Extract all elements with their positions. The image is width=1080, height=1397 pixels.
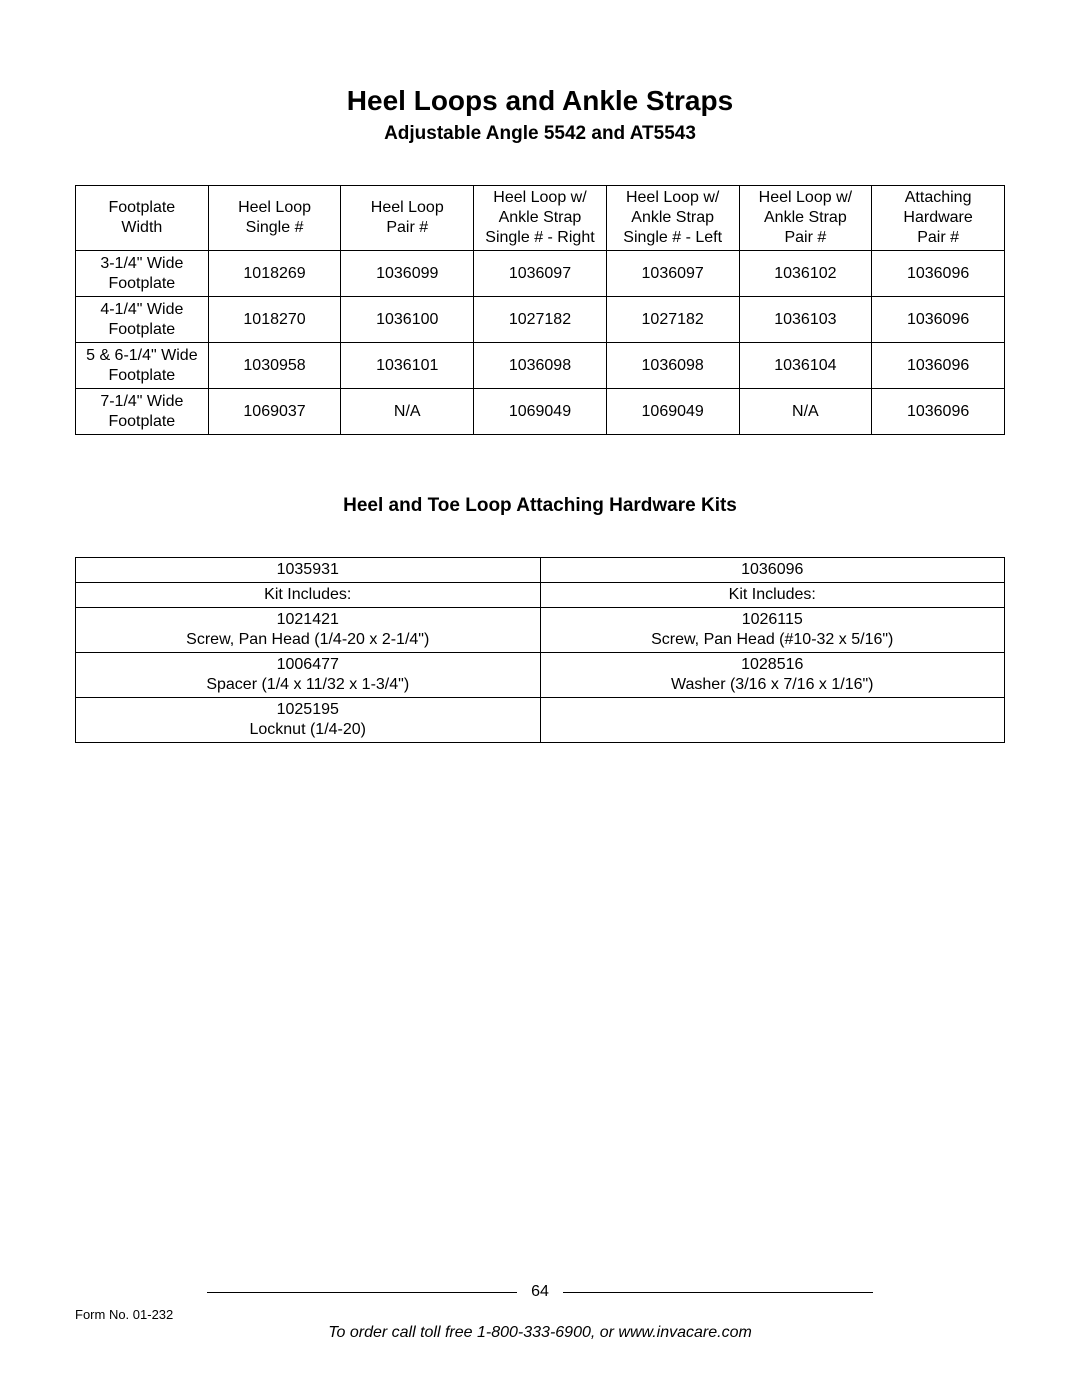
table-cell: 1069049 [474,389,607,435]
table-cell: 3-1/4" WideFootplate [76,251,209,297]
parts-table-2: 10359311036096Kit Includes:Kit Includes:… [75,557,1005,743]
table-cell [540,698,1005,743]
table-cell: 1030958 [208,343,341,389]
table-cell: 1069037 [208,389,341,435]
table-header-cell: Heel Loop w/Ankle StrapSingle # - Right [474,186,607,251]
section-2-title: Heel and Toe Loop Attaching Hardware Kit… [75,495,1005,517]
table-cell: 1036096 [872,251,1005,297]
table-cell: 1027182 [606,297,739,343]
table-cell: 1036101 [341,343,474,389]
table-cell: 1036098 [474,343,607,389]
table-cell: 1036096 [872,389,1005,435]
footer-rule: 64 [75,1283,1005,1301]
table-cell: 1036099 [341,251,474,297]
table-header-cell: FootplateWidth [76,186,209,251]
table-cell: 1025195Locknut (1/4-20) [76,698,541,743]
table-header-cell: Heel LoopPair # [341,186,474,251]
table-cell: Kit Includes: [540,583,1005,608]
footer-line-right [563,1292,873,1293]
table-header-cell: AttachingHardwarePair # [872,186,1005,251]
page-subtitle: Adjustable Angle 5542 and AT5543 [75,123,1005,145]
page: Heel Loops and Ankle Straps Adjustable A… [0,0,1080,1397]
table-row: 1006477Spacer (1/4 x 11/32 x 1-3/4")1028… [76,653,1005,698]
page-title: Heel Loops and Ankle Straps [75,85,1005,117]
table-cell: 1028516Washer (3/16 x 7/16 x 1/16") [540,653,1005,698]
table-cell: 1036096 [872,343,1005,389]
table-cell: 1069049 [606,389,739,435]
page-number: 64 [531,1283,549,1301]
table-cell: 5 & 6-1/4" WideFootplate [76,343,209,389]
table-cell: 1036102 [739,251,872,297]
table-row: 4-1/4" WideFootplate10182701036100102718… [76,297,1005,343]
table-header-cell: Heel Loop w/Ankle StrapPair # [739,186,872,251]
form-number: Form No. 01-232 [75,1307,1005,1322]
table-header-cell: Heel Loop w/Ankle StrapSingle # - Left [606,186,739,251]
table-row: 1025195Locknut (1/4-20) [76,698,1005,743]
table-row: 5 & 6-1/4" WideFootplate1030958103610110… [76,343,1005,389]
table-cell: N/A [739,389,872,435]
table-cell: Kit Includes: [76,583,541,608]
footer-line-left [207,1292,517,1293]
table-cell: 1036103 [739,297,872,343]
table-cell: 1006477Spacer (1/4 x 11/32 x 1-3/4") [76,653,541,698]
table-cell: 1036098 [606,343,739,389]
table-row: Kit Includes:Kit Includes: [76,583,1005,608]
table-cell: 1035931 [76,558,541,583]
table-cell: 1018270 [208,297,341,343]
table-row: 10359311036096 [76,558,1005,583]
table-cell: 1036097 [474,251,607,297]
table-cell: 1036097 [606,251,739,297]
table-row: 1021421Screw, Pan Head (1/4-20 x 2-1/4")… [76,608,1005,653]
table-cell: 1018269 [208,251,341,297]
table-cell: 7-1/4" WideFootplate [76,389,209,435]
table-cell: 4-1/4" WideFootplate [76,297,209,343]
table-cell: 1036104 [739,343,872,389]
table-cell: 1027182 [474,297,607,343]
page-footer: 64 Form No. 01-232 To order call toll fr… [75,1283,1005,1342]
table-cell: 1036100 [341,297,474,343]
table-header-cell: Heel LoopSingle # [208,186,341,251]
table-row: 3-1/4" WideFootplate10182691036099103609… [76,251,1005,297]
table-cell: 1036096 [540,558,1005,583]
table-cell: 1036096 [872,297,1005,343]
order-info: To order call toll free 1-800-333-6900, … [75,1324,1005,1342]
parts-table-1: FootplateWidthHeel LoopSingle #Heel Loop… [75,185,1005,435]
table-cell: 1026115Screw, Pan Head (#10-32 x 5/16") [540,608,1005,653]
table-row: 7-1/4" WideFootplate1069037N/A1069049106… [76,389,1005,435]
table-cell: N/A [341,389,474,435]
table-cell: 1021421Screw, Pan Head (1/4-20 x 2-1/4") [76,608,541,653]
